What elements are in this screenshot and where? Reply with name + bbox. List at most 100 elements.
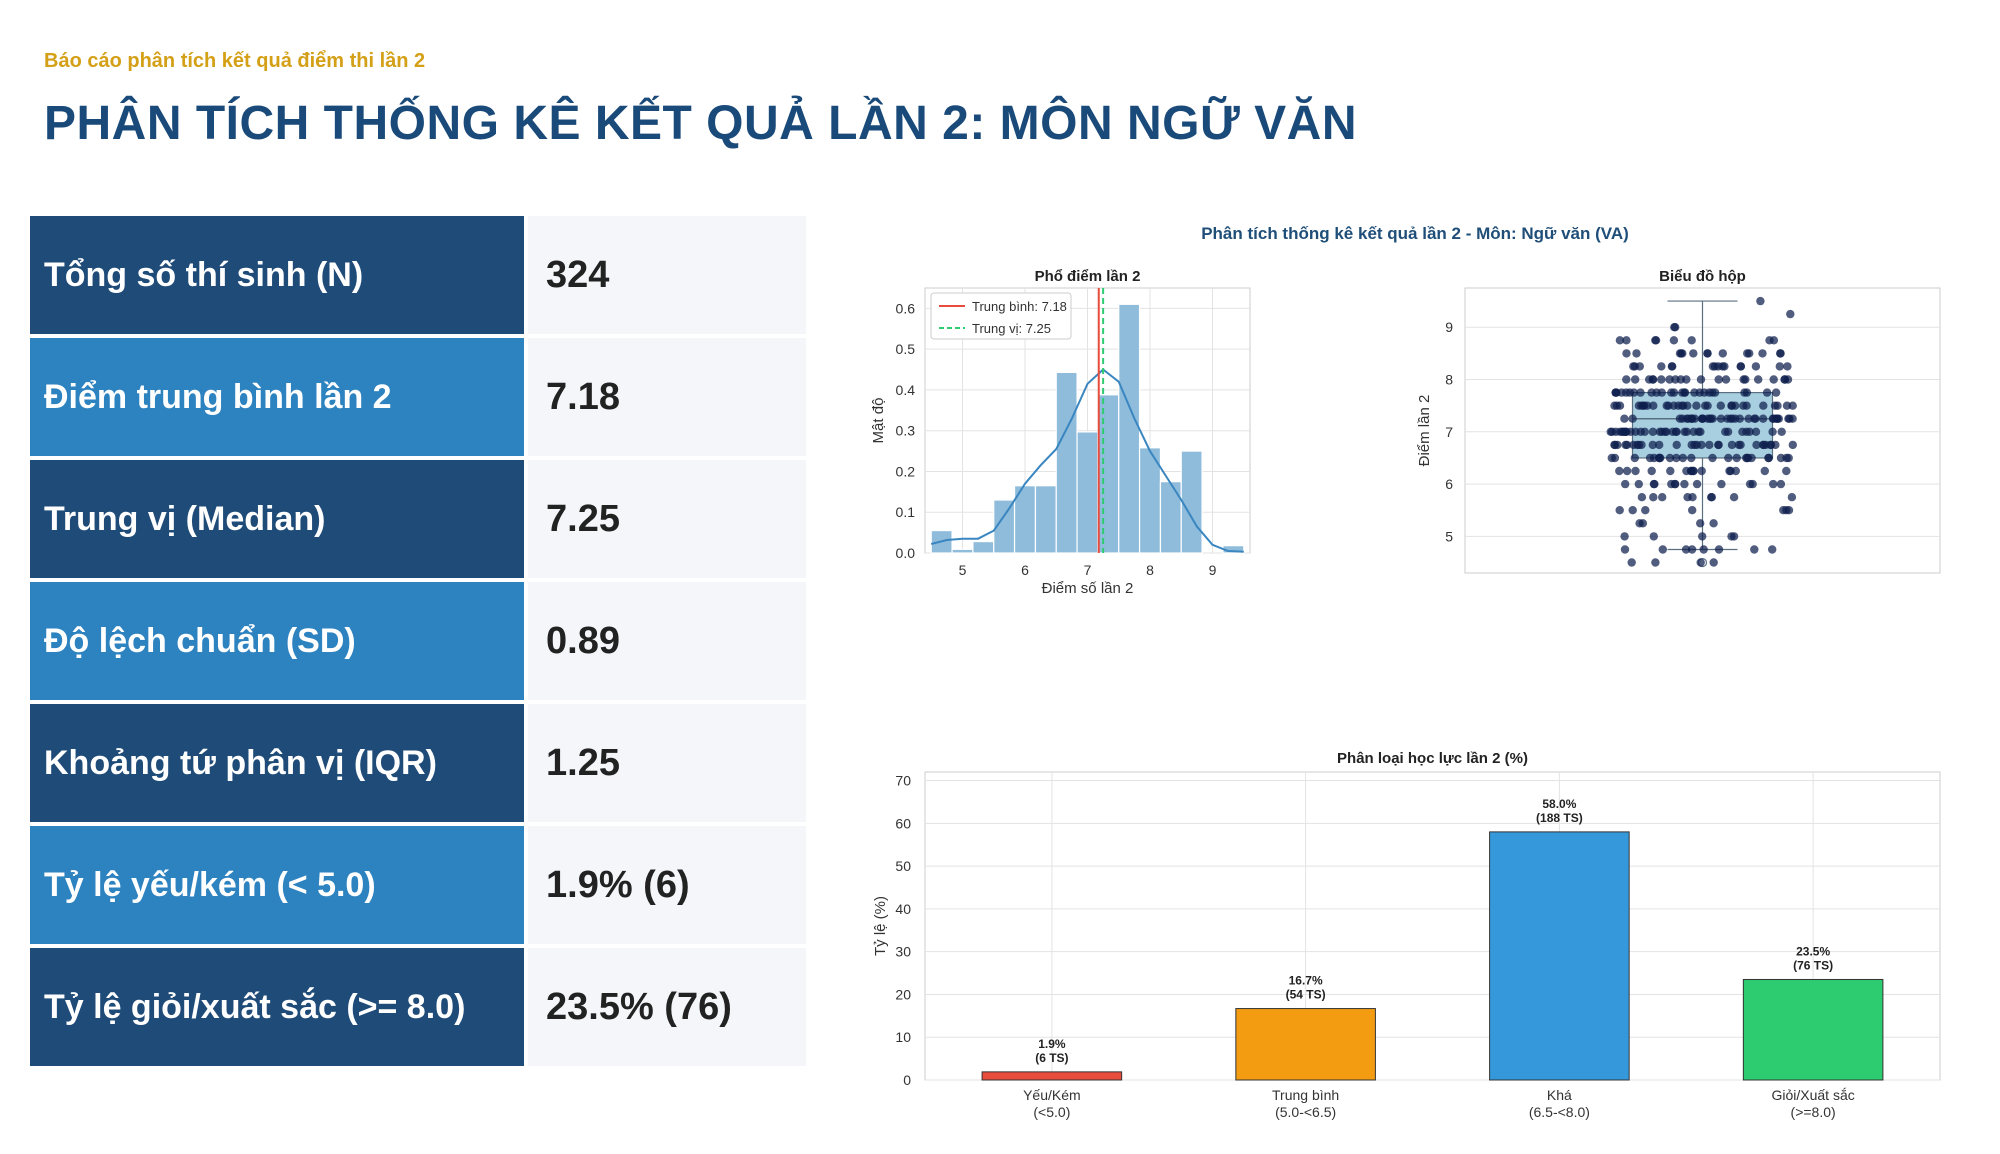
strip-point [1622,336,1631,345]
stat-label: Độ lệch chuẩn (SD) [30,582,524,700]
strip-point [1682,375,1691,384]
strip-point [1629,362,1638,371]
strip-point [1782,401,1792,410]
strip-point [1751,427,1761,436]
stat-row-mean: Điểm trung bình lần 2 7.18 [30,338,806,456]
strip-point [1687,336,1696,345]
category-range-label: (>=8.0) [1791,1104,1836,1120]
stat-value: 1.25 [528,704,806,822]
strip-point [1633,440,1642,450]
stat-row-median: Trung vị (Median) 7.25 [30,460,806,578]
strip-point [1658,493,1667,502]
strip-point [1760,466,1769,476]
strip-point [1689,427,1698,436]
histogram-bar [972,540,995,554]
classification-y-label: Tỷ lệ (%) [872,896,889,956]
strip-point [1774,414,1783,423]
strip-point [1692,401,1701,410]
strip-point [1735,414,1744,423]
strip-point [1727,401,1736,410]
y-tick-label: 0 [903,1072,911,1088]
strip-point [1696,519,1705,528]
y-tick-label: 10 [895,1029,911,1045]
strip-point [1651,558,1660,567]
histogram-legend [930,292,1072,340]
y-tick-label: 0.3 [896,423,916,439]
strip-point [1782,466,1791,476]
category-range-label: (<5.0) [1033,1104,1070,1120]
strip-point [1705,388,1714,397]
strip-point [1636,388,1645,397]
statistics-figure: Phân tích thống kê kết quả lần 2 - Môn: … [870,224,1941,1120]
x-tick-label: 9 [1209,562,1217,578]
x-tick-label: 8 [1146,562,1154,578]
bar-value-percent: 23.5% [1796,944,1830,958]
strip-point [1615,336,1625,345]
strip-point [1649,532,1658,541]
strip-point [1776,349,1785,358]
histogram-bar [951,548,974,554]
strip-point [1621,440,1630,450]
strip-point [1622,349,1631,358]
strip-point [1727,440,1737,450]
strip-point [1689,466,1698,476]
strip-point [1769,375,1778,384]
strip-point [1714,545,1724,554]
strip-point [1703,349,1712,358]
strip-point [1658,545,1667,554]
stat-value: 7.25 [528,460,806,578]
strip-point [1669,388,1679,397]
strip-point [1698,532,1707,541]
strip-point [1675,349,1685,358]
strip-point [1708,414,1717,423]
stat-label: Tổng số thí sinh (N) [30,216,524,334]
strip-point [1777,427,1786,436]
page-title: PHÂN TÍCH THỐNG KÊ KẾT QUẢ LẦN 2: MÔN NG… [44,97,1357,150]
strip-point [1620,545,1630,554]
strip-point [1785,414,1794,423]
stat-value: 23.5% (76) [528,948,806,1066]
strip-points [1606,296,1797,567]
strip-point [1698,414,1708,423]
strip-point [1745,479,1755,489]
strip-point [1649,401,1658,410]
strip-point [1699,545,1708,554]
boxplot-title: Biểu đồ hộp [1659,268,1746,285]
strip-point [1782,453,1791,463]
strip-point [1768,427,1777,436]
strip-point [1738,427,1747,436]
strip-point [1607,453,1616,463]
strip-point [1681,545,1691,554]
strip-point [1726,414,1735,423]
category-range-label: (6.5-<8.0) [1529,1104,1590,1120]
strip-point [1787,493,1797,502]
boxplot-y-label: Điểm lần 2 [1416,395,1433,467]
category-label: Trung bình [1272,1087,1339,1103]
strip-point [1696,375,1706,384]
stat-label: Tỷ lệ giỏi/xuất sắc (>= 8.0) [30,948,524,1066]
bar-value-count: (54 TS) [1286,988,1326,1002]
strip-point [1647,388,1656,397]
classification-bar [981,1071,1123,1081]
strip-point [1672,440,1681,450]
strip-point [1627,558,1636,567]
strip-point [1622,375,1631,384]
x-tick-label: 6 [1021,562,1029,578]
strip-point [1649,493,1658,502]
strip-point [1628,414,1637,423]
strip-point [1718,349,1727,358]
strip-point [1697,466,1706,476]
x-tick-label: 7 [1084,562,1092,578]
x-tick-label: 5 [959,562,967,578]
y-tick-label: 0.6 [896,300,916,316]
strip-point [1690,388,1699,397]
strip-point [1724,453,1733,463]
strip-point [1692,479,1702,489]
stat-row-excellent-rate: Tỷ lệ giỏi/xuất sắc (>= 8.0) 23.5% (76) [30,948,806,1066]
stat-row-iqr: Khoảng tứ phân vị (IQR) 1.25 [30,704,806,822]
strip-point [1731,466,1740,476]
strip-point [1631,466,1640,476]
strip-point [1628,506,1637,515]
y-tick-label: 7 [1445,424,1453,440]
strip-point [1786,309,1795,319]
